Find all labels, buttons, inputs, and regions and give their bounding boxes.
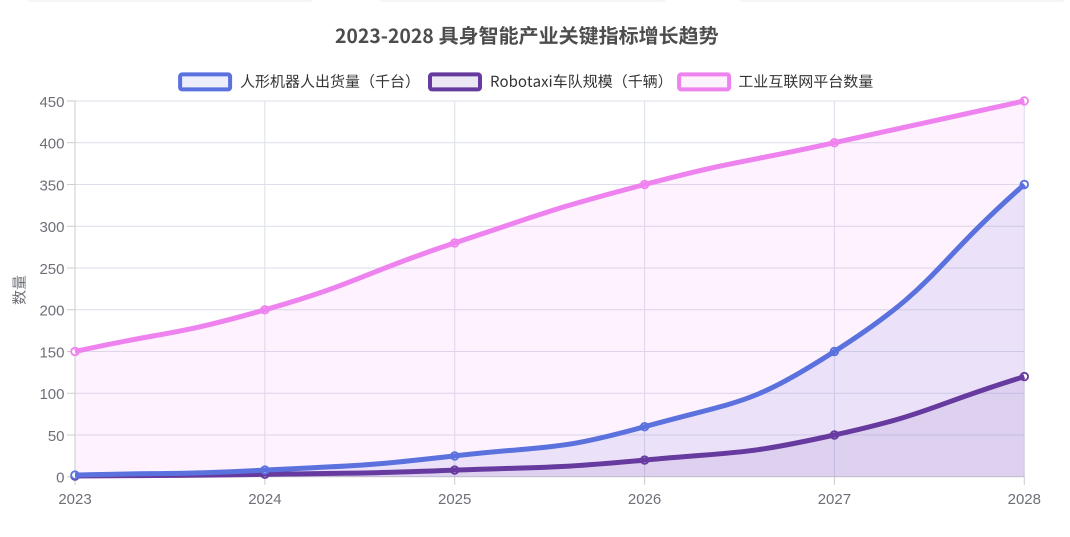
svg-text:100: 100 (39, 386, 64, 403)
svg-text:300: 300 (39, 219, 64, 236)
svg-text:350: 350 (39, 177, 64, 194)
svg-text:150: 150 (39, 344, 64, 361)
svg-text:400: 400 (39, 136, 64, 153)
svg-text:2025: 2025 (438, 491, 471, 508)
svg-text:2024: 2024 (248, 491, 281, 508)
svg-text:2027: 2027 (818, 491, 851, 508)
svg-text:2023: 2023 (58, 491, 91, 508)
svg-text:250: 250 (39, 261, 64, 278)
svg-text:200: 200 (39, 303, 64, 320)
svg-text:2028: 2028 (1008, 491, 1041, 508)
svg-text:450: 450 (39, 94, 64, 111)
svg-text:0: 0 (56, 470, 64, 487)
svg-text:2026: 2026 (628, 491, 661, 508)
svg-text:50: 50 (48, 428, 65, 445)
